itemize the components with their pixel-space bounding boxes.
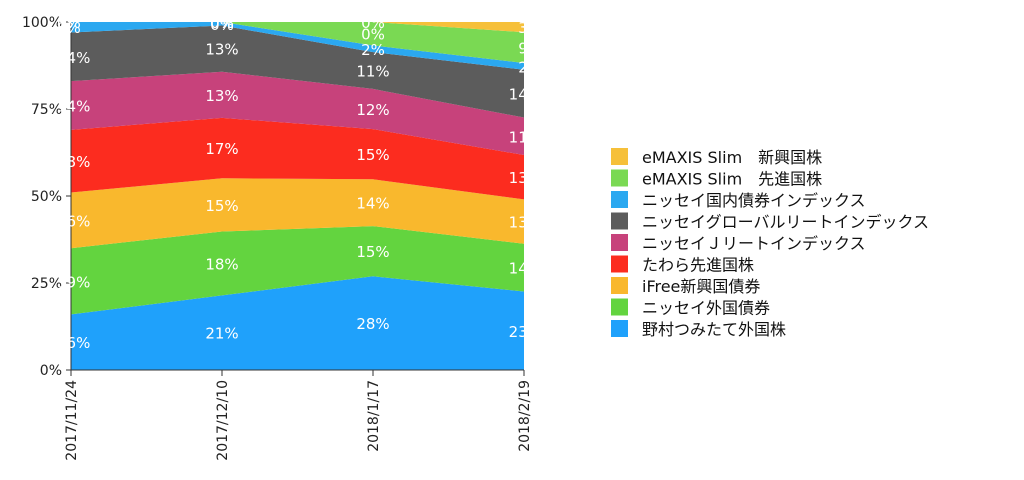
area-series-5 xyxy=(71,25,524,118)
data-label: 18% xyxy=(205,255,238,273)
data-label: 9% xyxy=(518,40,542,58)
y-tick-label: 25% xyxy=(31,276,62,292)
y-tick-label: 50% xyxy=(31,189,62,205)
legend-swatch xyxy=(611,169,628,187)
y-tick-label: 75% xyxy=(31,102,62,118)
data-label: 28% xyxy=(356,315,389,333)
data-label: 19% xyxy=(57,273,90,291)
data-label: 3% xyxy=(518,19,542,37)
legend-label: ニッセイグローバルリートインデックス xyxy=(642,213,929,232)
area-series-4 xyxy=(71,71,524,156)
legend-swatch xyxy=(611,212,628,230)
legend-swatch xyxy=(611,320,628,337)
legend: eMAXIS Slim 新興国株 eMAXIS Slim 先進国株ニッセイ国内債券… xyxy=(611,148,929,339)
data-label: 16% xyxy=(57,334,90,352)
legend-label: 野村つみたて外国株 xyxy=(642,320,786,339)
legend-swatch xyxy=(611,148,628,165)
legend-label: eMAXIS Slim 先進国株 xyxy=(642,170,822,189)
legend-swatch xyxy=(611,298,628,316)
data-label: 0% xyxy=(210,14,234,32)
data-label: 0% xyxy=(210,14,234,32)
data-label: 15% xyxy=(356,243,389,261)
data-label: 11% xyxy=(356,63,389,81)
legend-swatch xyxy=(611,277,628,294)
data-label: 2% xyxy=(361,41,385,59)
x-tick-label: 2017/11/24 xyxy=(64,380,80,461)
legend-label: たわら先進国株 xyxy=(642,256,754,275)
legend-label: ニッセイＪリートインデックス xyxy=(642,234,866,253)
area-series-8 xyxy=(71,22,524,33)
x-tick-label: 2018/2/19 xyxy=(517,380,533,452)
data-label: 0% xyxy=(361,14,385,32)
data-label: 14% xyxy=(356,195,389,213)
y-tick-label: 100% xyxy=(22,15,62,31)
data-label-layer: 16% 21% 28% 23% 19% 18% 15% 14% 16% 15% 14% 13% 18% 1… xyxy=(57,14,542,352)
data-label: 13% xyxy=(509,214,542,232)
data-label: 14% xyxy=(57,49,90,67)
data-label: 15% xyxy=(205,197,238,215)
x-tick-label: 2017/12/10 xyxy=(215,380,231,461)
data-label: 12% xyxy=(356,101,389,119)
data-label: 2% xyxy=(518,58,542,76)
legend-label: ニッセイ外国債券 xyxy=(642,299,770,318)
data-label: 11% xyxy=(509,128,542,146)
area-series-3 xyxy=(71,117,524,200)
data-label: 23% xyxy=(509,323,542,341)
data-label: 15% xyxy=(356,146,389,164)
data-label: 13% xyxy=(205,87,238,105)
data-label: 18% xyxy=(57,153,90,171)
area-series-1 xyxy=(71,226,524,315)
data-label: 0% xyxy=(210,16,234,34)
legend-label: iFree新興国債券 xyxy=(642,277,760,296)
area-series-2 xyxy=(71,178,524,249)
area-layer xyxy=(71,22,524,370)
area-series-0 xyxy=(71,276,524,370)
axes-layer: 0% 25% 50% 75% 100% 2017/11/24 2017/12/10 2018/… xyxy=(22,15,533,461)
data-label: 13% xyxy=(205,41,238,59)
y-tick-label: 0% xyxy=(40,363,62,379)
data-label: 14% xyxy=(57,98,90,116)
data-label: 14% xyxy=(509,86,542,104)
data-label: 0% xyxy=(57,14,81,32)
data-label: 14% xyxy=(509,260,542,278)
legend-swatch xyxy=(611,191,628,208)
legend-swatch xyxy=(611,255,628,273)
data-label: 0% xyxy=(57,14,81,32)
legend-label: ニッセイ国内債券インデックス xyxy=(642,191,866,210)
legend-swatch xyxy=(611,234,628,251)
data-label: 13% xyxy=(509,169,542,187)
area-series-7 xyxy=(71,22,524,63)
x-tick-label: 2018/1/17 xyxy=(366,380,382,452)
data-label: 21% xyxy=(205,325,238,343)
data-label: 0% xyxy=(361,26,385,44)
data-label: 17% xyxy=(205,140,238,158)
legend-label: eMAXIS Slim 新興国株 xyxy=(642,148,822,167)
data-label: 16% xyxy=(57,212,90,230)
data-label: 0% xyxy=(57,19,81,37)
area-series-6 xyxy=(71,22,524,70)
